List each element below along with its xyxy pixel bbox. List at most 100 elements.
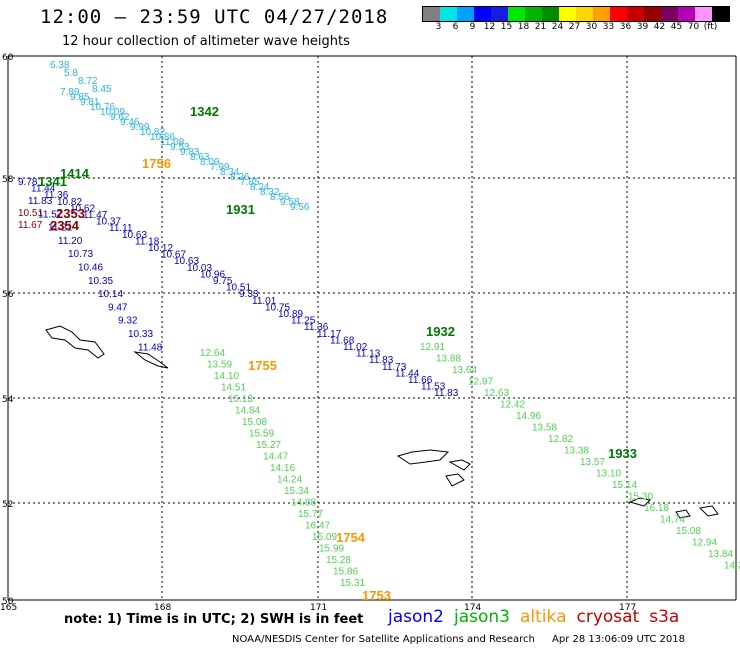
wave-height-label: 9.56	[290, 202, 310, 213]
wave-height-label: 14.24	[277, 475, 302, 486]
island-shape	[445, 473, 465, 487]
colorbar-cell	[593, 7, 610, 21]
colorbar-label: 36	[619, 22, 632, 32]
wave-height-label: 5.8	[64, 68, 78, 79]
wave-height-label: 9.75	[213, 276, 233, 287]
colorbar-cell	[525, 7, 542, 21]
wave-height-label: 12.42	[500, 400, 525, 411]
wave-height-label: 8.56	[270, 192, 290, 203]
wave-height-label: 9.83	[180, 147, 200, 158]
lat-label: 56	[2, 290, 14, 300]
wave-height-label: 10.09	[100, 107, 125, 118]
island-shape	[675, 509, 691, 519]
pass-time-label: 1931	[226, 202, 255, 217]
colorbar-cell	[627, 7, 644, 21]
pass-time-label: 2354	[50, 218, 80, 233]
wave-height-label: 10.12	[148, 243, 173, 254]
wave-height-label: 8.34	[220, 167, 240, 178]
wave-height-label: 7.89	[60, 87, 80, 98]
wave-height-labels: 6.385.88.728.45 7.899.859.8110.7610.099.6…	[18, 60, 740, 603]
wave-height-label: 11.18	[135, 236, 160, 247]
wave-height-label: 15.28	[326, 555, 351, 566]
wave-height-label: 11.48	[138, 342, 163, 353]
pass-time-label: 2353	[56, 206, 85, 221]
legend-item-jason3: jason3	[454, 607, 510, 627]
wave-height-label: 11.08	[160, 137, 185, 148]
wave-height-label: 11.11	[109, 223, 133, 234]
island-shape	[448, 459, 471, 471]
land-shapes	[45, 325, 719, 519]
colorbar-label: 6	[452, 22, 459, 32]
wave-height-label: 11.13	[356, 349, 381, 360]
satellite-legend: jason2 jason3 altika cryosat s3a	[388, 607, 689, 627]
lat-label: 54	[2, 395, 14, 405]
colorbar-cell	[559, 7, 576, 21]
colorbar-label: 70	[687, 22, 700, 32]
island-shape	[133, 351, 169, 369]
wave-height-label: 12.82	[548, 434, 573, 445]
wave-height-label: 14.84	[235, 406, 260, 417]
lon-label: 171	[310, 603, 327, 613]
legend-item-cryosat: cryosat	[576, 607, 640, 627]
colorbar-cell	[423, 7, 440, 21]
wave-height-label: 10.89	[278, 309, 303, 320]
wave-height-label: 11.44	[395, 368, 420, 379]
colorbar-cell	[542, 7, 559, 21]
wave-height-label: 13.38	[564, 446, 589, 457]
wave-height-label: 9.33	[239, 289, 259, 300]
pass-time-label: 1932	[426, 324, 455, 339]
lon-label: 165	[0, 603, 17, 613]
colorbar-cell	[610, 7, 627, 21]
generated-date: Apr 28 13:06:09 UTC 2018	[552, 634, 685, 645]
wave-height-label: 11.83	[28, 196, 53, 207]
lon-label: 168	[154, 603, 171, 613]
wave-height-label: 10.63	[174, 256, 199, 267]
colorbar-label: 9	[469, 22, 476, 32]
wave-height-label: 15.77	[298, 509, 323, 520]
wave-height-label: 14.74	[660, 515, 685, 526]
wave-height-label: 11.44	[31, 184, 56, 195]
wave-height-label: 10.51	[226, 283, 251, 294]
wave-height-label: 9.58	[280, 197, 300, 208]
lat-label: 50	[2, 597, 14, 607]
colorbar-label: 33	[602, 22, 615, 32]
wave-height-label: 10.37	[96, 217, 121, 228]
wave-height-label: 15.08	[242, 417, 267, 428]
wave-height-label: 10.35	[88, 276, 113, 287]
wave-height-label: 10.14	[98, 289, 123, 300]
lon-label: 177	[619, 603, 636, 613]
wave-height-label: 13.59	[207, 360, 232, 371]
wave-height-label: 10.86	[150, 132, 175, 143]
wave-height-label: 6.38	[50, 60, 70, 71]
colorbar-cell	[440, 7, 457, 21]
colorbar-label: 3	[435, 22, 442, 32]
wave-height-label: 15.09	[312, 532, 337, 543]
wave-height-label: 11.25	[291, 316, 316, 327]
island-shape	[45, 325, 105, 359]
wave-height-label: 13.88	[436, 354, 461, 365]
wave-height-label: 10.96	[200, 269, 225, 280]
wave-height-label: 15.13	[228, 394, 253, 405]
wave-height-label: 9.99	[130, 122, 150, 133]
wave-height-label: 9.53	[170, 142, 190, 153]
wave-height-label: 9.78	[18, 177, 38, 188]
map-title: 12:00 — 23:59 UTC 04/27/2018	[40, 6, 389, 28]
wave-height-label: 14.2	[724, 561, 740, 572]
colorbar-cell	[491, 7, 508, 21]
map-subtitle: 12 hour collection of altimeter wave hei…	[62, 34, 350, 49]
wave-height-label: 15.14	[612, 480, 637, 491]
colorbar-label: 21	[534, 22, 547, 32]
wave-height-label: 8.09	[200, 157, 220, 168]
wave-height-label: 15.86	[333, 567, 358, 578]
pass-time-label: 1753	[362, 588, 391, 603]
wave-height-label: 10.82	[57, 197, 82, 208]
pass-time-label: 1341	[38, 174, 67, 189]
legend-item-jason2: jason2	[388, 607, 444, 627]
wave-height-label: 12.64	[200, 348, 225, 359]
wave-height-label: 11.20	[58, 236, 83, 247]
wave-height-label: 7.85	[240, 177, 260, 188]
colorbar-label: 24	[551, 22, 564, 32]
wave-height-label: 13.10	[596, 469, 621, 480]
colorbar-label: 39	[636, 22, 649, 32]
wave-height-label: 11.01	[252, 296, 277, 307]
